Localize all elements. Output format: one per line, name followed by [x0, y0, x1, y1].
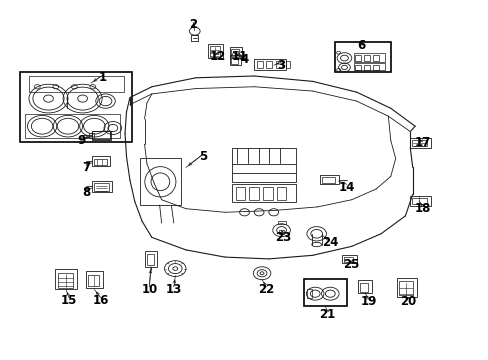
Bar	[343, 257, 352, 262]
Bar	[363, 65, 369, 69]
Text: 10: 10	[141, 283, 157, 296]
Text: 6: 6	[357, 39, 365, 52]
Bar	[266, 61, 272, 68]
Bar	[409, 196, 430, 206]
Bar	[25, 114, 120, 138]
Bar	[363, 55, 369, 60]
Bar	[88, 275, 99, 286]
Bar	[209, 46, 219, 57]
Bar	[320, 175, 338, 184]
Text: 25: 25	[343, 258, 359, 271]
Bar	[20, 72, 132, 142]
Text: 14: 14	[338, 181, 354, 194]
Bar	[372, 65, 378, 69]
Bar	[229, 55, 240, 65]
Bar	[353, 53, 385, 62]
Bar	[92, 131, 111, 140]
Text: 13: 13	[165, 283, 182, 296]
Text: 22: 22	[258, 283, 274, 296]
Bar	[354, 65, 360, 69]
Bar	[232, 148, 295, 182]
Bar	[372, 55, 378, 60]
Text: 15: 15	[61, 294, 77, 307]
Text: 11: 11	[231, 50, 247, 63]
Bar	[341, 255, 356, 263]
Bar	[29, 76, 124, 92]
Bar	[411, 198, 426, 204]
Text: 1: 1	[99, 71, 107, 84]
Text: 4: 4	[240, 53, 248, 66]
Text: 23: 23	[275, 231, 291, 244]
Bar	[145, 251, 157, 267]
Bar	[254, 59, 285, 69]
Text: 5: 5	[199, 150, 207, 163]
Bar	[231, 58, 238, 64]
Bar	[94, 183, 109, 191]
Bar	[285, 61, 289, 68]
Bar	[279, 230, 284, 234]
Text: 24: 24	[321, 236, 337, 249]
Bar	[232, 184, 295, 202]
Bar	[86, 271, 102, 288]
Bar	[92, 131, 110, 139]
Text: 8: 8	[81, 186, 90, 199]
Bar	[396, 278, 416, 297]
Text: 7: 7	[82, 161, 90, 174]
Bar	[58, 273, 73, 288]
Bar	[306, 289, 311, 298]
Bar	[304, 279, 346, 306]
Bar	[411, 140, 426, 146]
Bar	[357, 280, 371, 293]
Bar	[147, 254, 154, 265]
Text: 3: 3	[276, 59, 285, 72]
Text: 12: 12	[209, 50, 225, 63]
Bar	[353, 63, 385, 70]
Text: 19: 19	[360, 296, 376, 309]
Bar	[231, 49, 239, 57]
Bar	[354, 55, 360, 60]
Bar	[140, 158, 181, 205]
Text: 9: 9	[77, 134, 85, 147]
Bar	[92, 156, 110, 166]
Bar	[409, 138, 430, 148]
Bar	[359, 283, 367, 292]
Bar	[55, 269, 77, 289]
Bar	[257, 61, 263, 68]
Bar	[276, 187, 286, 200]
Bar	[398, 282, 412, 295]
Text: 16: 16	[92, 294, 109, 307]
Bar	[229, 46, 242, 58]
Text: 21: 21	[319, 308, 335, 321]
Text: 2: 2	[189, 18, 197, 31]
Text: 17: 17	[413, 136, 430, 149]
Bar	[322, 177, 334, 183]
Bar	[94, 159, 106, 165]
Text: 20: 20	[399, 296, 415, 309]
Bar	[92, 181, 112, 192]
Bar	[263, 187, 272, 200]
Text: 18: 18	[413, 202, 430, 215]
Bar	[207, 44, 222, 58]
Bar	[277, 221, 286, 225]
Bar	[334, 42, 390, 72]
Bar	[249, 187, 259, 200]
Bar	[275, 61, 281, 68]
Bar	[235, 187, 245, 200]
Bar	[89, 134, 94, 138]
